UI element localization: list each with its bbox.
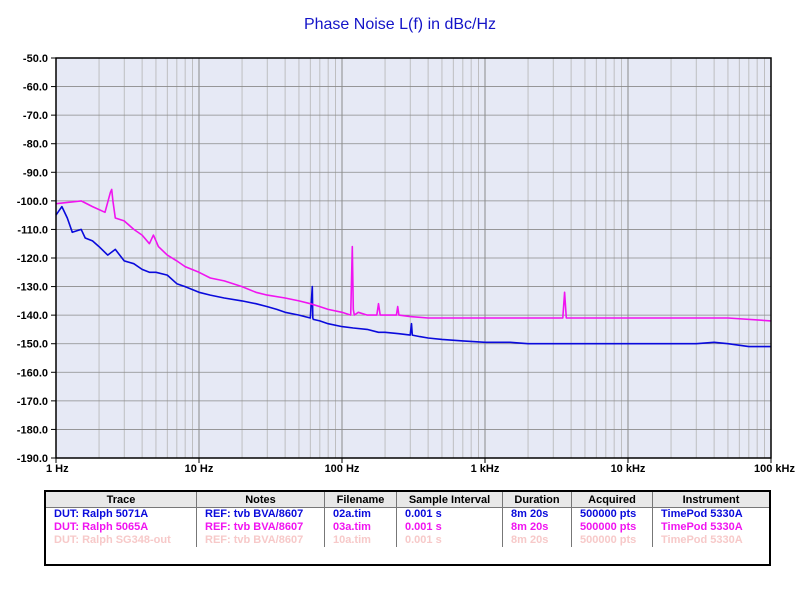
y-axis: -50.0 -60.0 -70.0 -80.0 -90.0 -100.0 -110.0 -12…: [17, 53, 56, 465]
cell-filename: 10a.tim: [324, 534, 397, 547]
series-layer: [55, 188, 772, 348]
cell-sample-interval: 0.001 s: [396, 507, 503, 521]
cell-notes: REF: tvb BVA/8607: [196, 507, 325, 521]
legend-row: DUT: Ralph SG348-out REF: tvb BVA/8607 1…: [45, 534, 770, 547]
header-instrument: Instrument: [652, 491, 770, 508]
header-sample-interval: Sample Interval: [396, 491, 503, 508]
phase-noise-chart: -50.0 -60.0 -70.0 -80.0 -90.0 -100.0 -110.0 -12…: [17, 53, 796, 475]
x-tick-label: 100 kHz: [754, 463, 795, 475]
y-tick-label: -110.0: [17, 224, 48, 236]
y-tick-label: -180.0: [17, 424, 48, 436]
header-notes: Notes: [196, 491, 325, 508]
y-tick-label: -160.0: [17, 367, 48, 379]
cell-acquired: 500000 pts: [571, 534, 653, 547]
header-duration: Duration: [502, 491, 572, 508]
x-tick-label: 100 Hz: [325, 463, 360, 475]
x-tick-label: 10 Hz: [185, 463, 214, 475]
cell-filename: 03a.tim: [324, 521, 397, 534]
y-tick-label: -190.0: [17, 453, 48, 465]
series-line: [55, 188, 772, 322]
x-tick-label: 1 Hz: [46, 463, 69, 475]
x-tick-label: 10 kHz: [611, 463, 646, 475]
cell-duration: 8m 20s: [502, 521, 572, 534]
cell-instrument: TimePod 5330A: [661, 521, 743, 533]
header-trace: Trace: [45, 491, 197, 508]
cell-instrument: TimePod 5330A: [661, 534, 743, 546]
legend-row: DUT: Ralph 5065A REF: tvb BVA/8607 03a.t…: [45, 521, 770, 534]
cell-notes: REF: tvb BVA/8607: [196, 534, 325, 547]
x-axis: 1 Hz 10 Hz 100 Hz 1 kHz 10 kHz 100 kHz: [46, 458, 795, 475]
header-filename: Filename: [324, 491, 397, 508]
cell-acquired: 500000 pts: [571, 507, 653, 521]
cell-trace: DUT: Ralph SG348-out: [45, 534, 197, 547]
y-tick-label: -150.0: [17, 339, 48, 351]
cell-instrument: TimePod 5330A: [661, 508, 743, 520]
cell-sample-interval: 0.001 s: [396, 521, 503, 534]
y-tick-label: -100.0: [17, 196, 48, 208]
header-acquired: Acquired: [571, 491, 653, 508]
cell-filename: 02a.tim: [324, 507, 397, 521]
legend-filler-row: [45, 547, 770, 565]
y-tick-label: -140.0: [17, 310, 48, 322]
y-tick-label: -90.0: [23, 167, 48, 179]
y-tick-label: -80.0: [23, 139, 48, 151]
y-tick-label: -70.0: [23, 110, 48, 122]
cell-trace: DUT: Ralph 5065A: [45, 521, 197, 534]
y-tick-label: -170.0: [17, 396, 48, 408]
cell-notes: REF: tvb BVA/8607: [196, 521, 325, 534]
y-tick-label: -120.0: [17, 253, 48, 265]
legend-header-row: Trace Notes Filename Sample Interval Dur…: [45, 491, 770, 508]
cell-trace: DUT: Ralph 5071A: [45, 507, 197, 521]
y-tick-label: -130.0: [17, 282, 48, 294]
y-tick-label: -60.0: [23, 82, 48, 94]
cell-acquired: 500000 pts: [571, 521, 653, 534]
grid: [55, 57, 772, 459]
chart-title: Phase Noise L(f) in dBc/Hz: [303, 16, 497, 33]
cell-duration: 8m 20s: [502, 534, 572, 547]
cell-duration: 8m 20s: [502, 507, 572, 521]
x-tick-label: 1 kHz: [471, 463, 500, 475]
legend-row: DUT: Ralph 5071A REF: tvb BVA/8607 02a.t…: [45, 507, 770, 521]
cell-sample-interval: 0.001 s: [396, 534, 503, 547]
trace-legend-table: Trace Notes Filename Sample Interval Dur…: [44, 490, 771, 566]
y-tick-label: -50.0: [23, 53, 48, 65]
series-line: [55, 205, 771, 348]
